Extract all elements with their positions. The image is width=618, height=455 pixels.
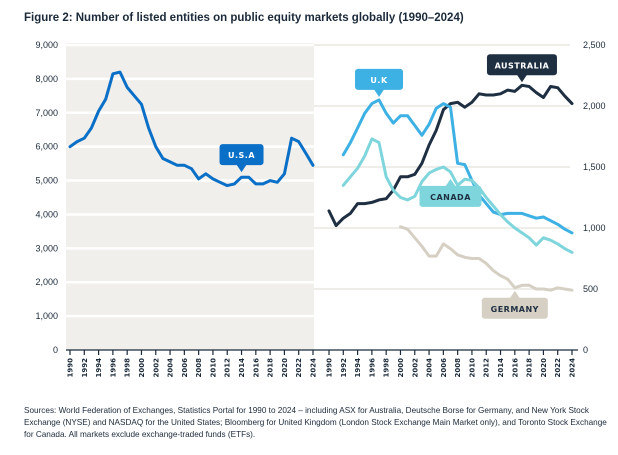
chart-canvas: 0 1,000 2,000 3,000 4,000 5,000 6,000 7,000 8,00…	[35, 40, 606, 378]
series-label: GERMANY	[491, 305, 539, 314]
x-tick-label: 2008	[454, 358, 462, 378]
x-axis: 1990 1992 1994 1996 1998 2000 2002 2004 2006 2008…	[66, 349, 578, 378]
x-tick-label: 2000	[138, 358, 146, 378]
callout-box	[219, 144, 264, 166]
x-tick-label: 1990	[326, 358, 334, 378]
y-tick-label: 0	[583, 345, 588, 355]
x-tick-label: 2014	[238, 358, 246, 378]
x-tick-label: 2006	[440, 358, 448, 378]
x-tick-label: 1990	[67, 358, 75, 378]
callout-pointer	[516, 74, 527, 83]
x-tick-label: 2022	[295, 358, 303, 378]
y-tick-label: 6,000	[35, 142, 58, 152]
series-line-germany	[399, 225, 574, 292]
y-tick-label: 1,000	[583, 223, 606, 233]
callout-box	[355, 68, 404, 90]
x-tick-label: 2004	[167, 358, 175, 378]
x-tick-label: 2020	[540, 358, 548, 378]
callout-box	[486, 54, 557, 76]
x-tick-label: 2012	[224, 358, 232, 378]
callout-canada: CANADA	[419, 178, 482, 207]
x-tick-label: 2010	[209, 358, 217, 378]
series-label: AUSTRALIA	[495, 61, 550, 70]
y-tick-label: 7,000	[35, 108, 58, 118]
x-tick-label: 2018	[267, 358, 275, 378]
right-panel-other-markets: 0 500 1,000 1,500 2,000 2,500	[314, 40, 606, 355]
series-label: CANADA	[430, 193, 471, 202]
callout-usa: U.S.A	[219, 144, 264, 173]
y-tick-label: 5,000	[35, 176, 58, 186]
x-tick-label: 1998	[124, 358, 132, 378]
callout-box	[481, 297, 548, 319]
left-panel-usa: 0 1,000 2,000 3,000 4,000 5,000 6,000 7,000 8,00…	[35, 40, 315, 355]
callout-uk: U.K	[355, 68, 404, 97]
y-tick-label: 1,000	[35, 311, 58, 321]
y-tick-label: 0	[53, 345, 58, 355]
x-tick-label: 1994	[354, 358, 362, 378]
callout-pointer	[374, 89, 385, 97]
y-tick-label: 2,500	[583, 40, 606, 50]
callout-germany: GERMANY	[481, 290, 548, 319]
left-panel-background	[66, 43, 314, 350]
x-tick-label: 1992	[340, 358, 348, 378]
x-tick-label: 2012	[483, 358, 491, 378]
x-tick-label: 2010	[468, 358, 476, 378]
x-tick-label: 2016	[511, 358, 519, 378]
series-callouts: U.S.A AUSTRALIA U.K CANADA GERMANY	[219, 54, 557, 319]
y-tick-label: 1,500	[583, 162, 606, 172]
y-tick-label: 8,000	[35, 74, 58, 84]
callout-pointer	[445, 178, 456, 187]
callout-australia: AUSTRALIA	[486, 54, 557, 83]
x-tick-label: 2020	[281, 358, 289, 378]
callout-pointer	[236, 164, 247, 173]
x-tick-label: 2004	[426, 358, 434, 378]
x-tick-label: 1996	[109, 358, 117, 378]
x-tick-label: 2018	[526, 358, 534, 378]
x-tick-label: 1998	[383, 358, 391, 378]
chart-title: Figure 2: Number of listed entities on p…	[24, 12, 464, 24]
x-tick-label: 2024	[310, 358, 318, 378]
x-tick-label: 2014	[497, 358, 505, 378]
y-tick-label: 500	[583, 284, 598, 294]
x-tick-label: 2024	[569, 358, 577, 378]
series-label: U.S.A	[228, 151, 255, 160]
x-tick-label: 1992	[81, 358, 89, 378]
x-tick-label: 2008	[195, 358, 203, 378]
callout-box	[419, 185, 482, 207]
x-tick-label: 2002	[152, 358, 160, 378]
x-tick-label: 1994	[95, 358, 103, 378]
y-tick-label: 4,000	[35, 209, 58, 219]
x-tick-label: 2000	[397, 358, 405, 378]
x-tick-label: 2022	[554, 358, 562, 378]
y-tick-label: 2,000	[583, 101, 606, 111]
y-tick-label: 9,000	[35, 40, 58, 50]
x-tick-label: 2006	[181, 358, 189, 378]
y-tick-label: 2,000	[35, 277, 58, 287]
callout-pointer	[509, 290, 520, 299]
y-tick-label: 3,000	[35, 243, 58, 253]
x-tick-label: 2002	[411, 358, 419, 378]
source-note: Sources: World Federation of Exchanges, …	[24, 406, 607, 439]
series-label: U.K	[370, 76, 388, 85]
x-tick-label: 1996	[368, 358, 376, 378]
x-tick-label: 2016	[252, 358, 260, 378]
